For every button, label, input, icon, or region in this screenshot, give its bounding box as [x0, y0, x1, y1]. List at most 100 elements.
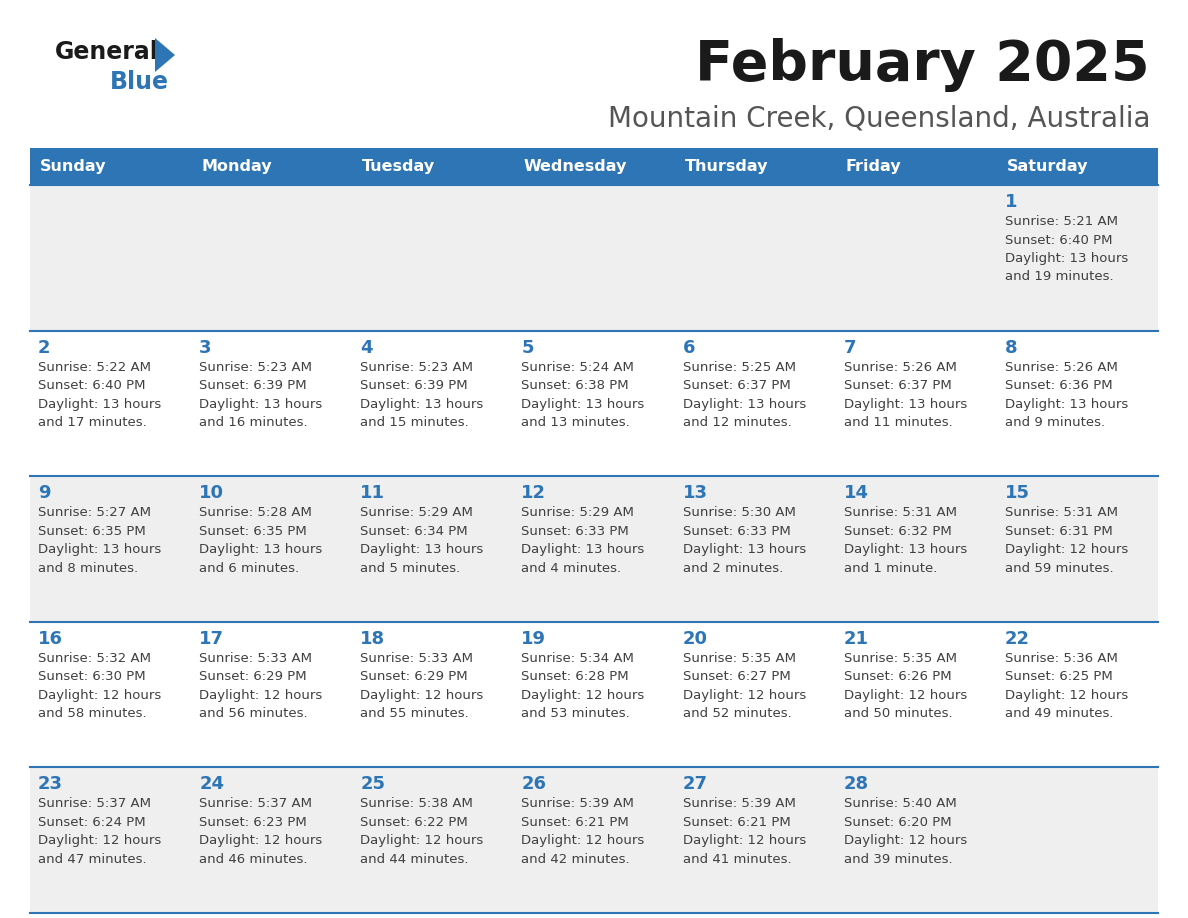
Text: Sunset: 6:40 PM: Sunset: 6:40 PM: [38, 379, 145, 392]
Text: 24: 24: [200, 776, 225, 793]
Text: Daylight: 13 hours: Daylight: 13 hours: [843, 543, 967, 556]
Text: and 39 minutes.: and 39 minutes.: [843, 853, 953, 866]
Bar: [191, 330, 353, 476]
Text: Daylight: 13 hours: Daylight: 13 hours: [38, 397, 162, 410]
Text: 4: 4: [360, 339, 373, 356]
Text: Sunrise: 5:29 AM: Sunrise: 5:29 AM: [360, 506, 473, 520]
Text: and 11 minutes.: and 11 minutes.: [843, 416, 953, 429]
Text: Daylight: 12 hours: Daylight: 12 hours: [843, 834, 967, 847]
Bar: [353, 148, 513, 185]
Text: Sunrise: 5:23 AM: Sunrise: 5:23 AM: [200, 361, 312, 374]
Text: and 55 minutes.: and 55 minutes.: [360, 707, 469, 721]
Text: Sunrise: 5:35 AM: Sunrise: 5:35 AM: [843, 652, 956, 665]
Text: Sunset: 6:34 PM: Sunset: 6:34 PM: [360, 525, 468, 538]
Text: Daylight: 13 hours: Daylight: 13 hours: [360, 543, 484, 556]
Text: Daylight: 13 hours: Daylight: 13 hours: [360, 397, 484, 410]
Text: Sunrise: 5:37 AM: Sunrise: 5:37 AM: [38, 798, 151, 811]
Text: 22: 22: [1005, 630, 1030, 648]
Text: 3: 3: [200, 339, 211, 356]
Text: and 49 minutes.: and 49 minutes.: [1005, 707, 1113, 721]
Text: Daylight: 13 hours: Daylight: 13 hours: [522, 397, 645, 410]
Text: and 13 minutes.: and 13 minutes.: [522, 416, 630, 429]
Text: 14: 14: [843, 484, 868, 502]
Text: 11: 11: [360, 484, 385, 502]
Text: Daylight: 13 hours: Daylight: 13 hours: [200, 543, 322, 556]
Text: Sunset: 6:25 PM: Sunset: 6:25 PM: [1005, 670, 1113, 683]
Text: 9: 9: [38, 484, 51, 502]
Text: Sunset: 6:37 PM: Sunset: 6:37 PM: [683, 379, 790, 392]
Text: Sunrise: 5:39 AM: Sunrise: 5:39 AM: [683, 798, 796, 811]
Text: Sunset: 6:22 PM: Sunset: 6:22 PM: [360, 816, 468, 829]
Text: Daylight: 13 hours: Daylight: 13 hours: [843, 397, 967, 410]
Text: Sunrise: 5:26 AM: Sunrise: 5:26 AM: [1005, 361, 1118, 374]
Text: Daylight: 12 hours: Daylight: 12 hours: [38, 834, 162, 847]
Bar: [835, 185, 997, 330]
Text: Daylight: 12 hours: Daylight: 12 hours: [200, 834, 322, 847]
Text: Sunrise: 5:38 AM: Sunrise: 5:38 AM: [360, 798, 473, 811]
Text: Sunset: 6:29 PM: Sunset: 6:29 PM: [200, 670, 307, 683]
Bar: [30, 476, 191, 621]
Text: and 1 minute.: and 1 minute.: [843, 562, 937, 575]
Bar: [997, 185, 1158, 330]
Text: 20: 20: [683, 630, 708, 648]
Text: Sunset: 6:38 PM: Sunset: 6:38 PM: [522, 379, 630, 392]
Text: and 5 minutes.: and 5 minutes.: [360, 562, 461, 575]
Text: February 2025: February 2025: [695, 38, 1150, 92]
Text: Friday: Friday: [846, 159, 902, 174]
Text: Monday: Monday: [201, 159, 272, 174]
Text: Daylight: 12 hours: Daylight: 12 hours: [1005, 688, 1129, 701]
Text: Sunset: 6:36 PM: Sunset: 6:36 PM: [1005, 379, 1112, 392]
Polygon shape: [154, 38, 175, 72]
Text: 21: 21: [843, 630, 868, 648]
Text: Sunrise: 5:31 AM: Sunrise: 5:31 AM: [843, 506, 956, 520]
Text: Sunset: 6:29 PM: Sunset: 6:29 PM: [360, 670, 468, 683]
Text: and 52 minutes.: and 52 minutes.: [683, 707, 791, 721]
Text: Thursday: Thursday: [684, 159, 769, 174]
Text: Sunrise: 5:33 AM: Sunrise: 5:33 AM: [200, 652, 312, 665]
Text: 1: 1: [1005, 193, 1017, 211]
Bar: [191, 185, 353, 330]
Text: Sunset: 6:33 PM: Sunset: 6:33 PM: [683, 525, 790, 538]
Text: Sunrise: 5:25 AM: Sunrise: 5:25 AM: [683, 361, 796, 374]
Bar: [353, 330, 513, 476]
Text: Daylight: 13 hours: Daylight: 13 hours: [1005, 252, 1129, 265]
Text: 15: 15: [1005, 484, 1030, 502]
Text: Daylight: 13 hours: Daylight: 13 hours: [683, 397, 805, 410]
Bar: [835, 476, 997, 621]
Text: Daylight: 13 hours: Daylight: 13 hours: [200, 397, 322, 410]
Bar: [675, 476, 835, 621]
Bar: [191, 621, 353, 767]
Text: 18: 18: [360, 630, 385, 648]
Text: and 15 minutes.: and 15 minutes.: [360, 416, 469, 429]
Bar: [997, 476, 1158, 621]
Bar: [997, 330, 1158, 476]
Text: Sunset: 6:39 PM: Sunset: 6:39 PM: [360, 379, 468, 392]
Text: Sunset: 6:32 PM: Sunset: 6:32 PM: [843, 525, 952, 538]
Text: Sunrise: 5:28 AM: Sunrise: 5:28 AM: [200, 506, 312, 520]
Text: Daylight: 12 hours: Daylight: 12 hours: [522, 834, 645, 847]
Bar: [353, 476, 513, 621]
Bar: [30, 621, 191, 767]
Text: Daylight: 13 hours: Daylight: 13 hours: [1005, 397, 1129, 410]
Text: and 17 minutes.: and 17 minutes.: [38, 416, 147, 429]
Bar: [513, 476, 675, 621]
Text: and 46 minutes.: and 46 minutes.: [200, 853, 308, 866]
Text: and 58 minutes.: and 58 minutes.: [38, 707, 146, 721]
Text: Daylight: 12 hours: Daylight: 12 hours: [1005, 543, 1129, 556]
Text: 17: 17: [200, 630, 225, 648]
Text: Daylight: 13 hours: Daylight: 13 hours: [38, 543, 162, 556]
Text: 2: 2: [38, 339, 51, 356]
Text: and 8 minutes.: and 8 minutes.: [38, 562, 138, 575]
Text: and 41 minutes.: and 41 minutes.: [683, 853, 791, 866]
Bar: [835, 767, 997, 913]
Text: Sunrise: 5:35 AM: Sunrise: 5:35 AM: [683, 652, 796, 665]
Bar: [30, 330, 191, 476]
Bar: [675, 148, 835, 185]
Bar: [835, 330, 997, 476]
Text: Daylight: 12 hours: Daylight: 12 hours: [522, 688, 645, 701]
Text: Sunrise: 5:30 AM: Sunrise: 5:30 AM: [683, 506, 796, 520]
Text: Sunset: 6:21 PM: Sunset: 6:21 PM: [522, 816, 630, 829]
Text: Sunrise: 5:32 AM: Sunrise: 5:32 AM: [38, 652, 151, 665]
Text: Blue: Blue: [110, 70, 169, 94]
Text: Sunrise: 5:27 AM: Sunrise: 5:27 AM: [38, 506, 151, 520]
